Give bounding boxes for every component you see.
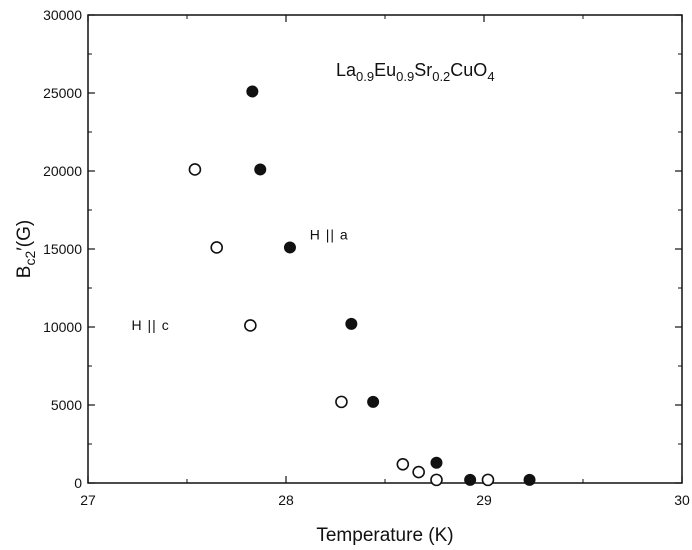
x-axis-title: Temperature (K) — [316, 525, 453, 546]
point-h-parallel-c — [244, 319, 257, 332]
y-axis-title-sub: c2 — [22, 251, 38, 266]
point-h-parallel-a — [464, 473, 477, 486]
point-h-parallel-a — [246, 85, 259, 98]
point-h-parallel-a — [367, 395, 380, 408]
point-h-parallel-c — [481, 473, 495, 487]
plot-frame — [87, 14, 683, 484]
y-axis-title-rest: ′(G) — [14, 220, 35, 251]
y-tick-label: 15000 — [43, 241, 82, 257]
y-tick-label: 0 — [74, 475, 82, 491]
point-h-parallel-c — [335, 395, 348, 409]
point-h-parallel-c — [430, 473, 443, 487]
point-h-parallel-a — [430, 456, 443, 469]
point-h-parallel-c — [210, 241, 223, 254]
formula-subscript: 0.9 — [396, 69, 414, 84]
formula-element: La — [336, 60, 357, 80]
point-h-parallel-a — [283, 241, 296, 254]
point-h-parallel-c — [396, 457, 410, 471]
point-h-parallel-a — [345, 317, 358, 330]
y-tick-label: 5000 — [51, 397, 82, 413]
formula-subscript: 0.9 — [356, 69, 374, 84]
data-points — [188, 85, 536, 487]
formula-subscript: 4 — [487, 69, 494, 84]
formula-subscript: 0.2 — [432, 69, 450, 84]
x-tick-label: 30 — [674, 492, 690, 508]
y-axis-title-main: B — [14, 266, 35, 279]
point-h-parallel-a — [254, 163, 267, 176]
x-tick-label: 29 — [476, 492, 492, 508]
y-tick-label: 25000 — [43, 85, 82, 101]
series-annotation: H || a — [310, 227, 349, 243]
annotations: H || a H || c — [132, 227, 349, 333]
axis-ticks — [87, 14, 683, 484]
x-tick-label: 28 — [278, 492, 294, 508]
formula-element: Eu — [374, 60, 396, 80]
formula-element: Sr — [414, 60, 432, 80]
formula-element: CuO — [450, 60, 487, 80]
tick-labels: 27 28 29 30 0 5000 10000 15000 20000 25000 30000 — [43, 7, 690, 508]
y-tick-label: 30000 — [43, 7, 82, 23]
point-h-parallel-c — [188, 163, 202, 176]
compound-formula: La0.9Eu0.9Sr0.2CuO4 — [336, 60, 495, 84]
point-h-parallel-a — [523, 473, 536, 486]
series-annotation: H || c — [132, 317, 170, 333]
y-tick-label: 20000 — [43, 163, 82, 179]
point-h-parallel-c — [412, 465, 425, 479]
y-tick-label: 10000 — [43, 319, 82, 335]
y-axis-title: Bc2′(G) — [14, 220, 38, 278]
x-tick-label: 27 — [80, 492, 96, 508]
